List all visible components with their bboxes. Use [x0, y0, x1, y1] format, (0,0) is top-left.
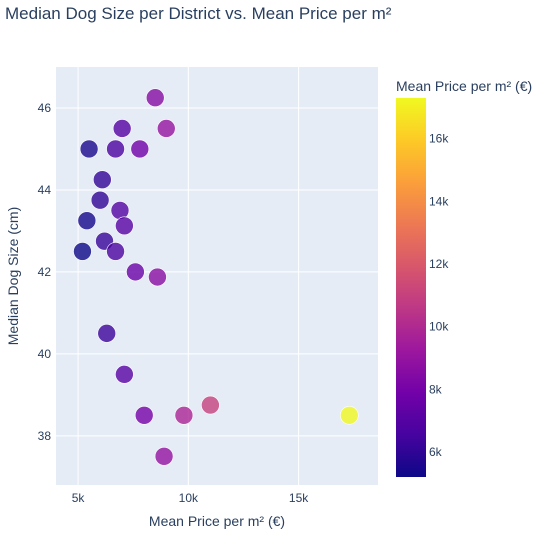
y-axis-ticks: 38 40 42 44 46 [38, 101, 52, 443]
colorbar-title: Mean Price per m² (€) [396, 78, 532, 94]
y-axis-title: Median Dog Size (cm) [5, 207, 21, 346]
colorbar-tick-label: 12k [429, 257, 449, 271]
data-point [130, 139, 150, 159]
chart-title: Median Dog Size per District vs. Mean Pr… [5, 4, 392, 23]
data-point [115, 365, 134, 384]
data-point [93, 170, 112, 189]
colorbar-tick-label: 16k [429, 132, 449, 146]
gridlines [56, 67, 378, 485]
colorbar-tick-label: 8k [429, 382, 443, 396]
data-point [148, 267, 167, 287]
colorbar-tick-label: 10k [429, 320, 449, 334]
data-point [73, 242, 92, 261]
data-point [77, 211, 97, 230]
y-tick-label: 40 [38, 347, 52, 361]
x-tick-label: 10k [179, 491, 199, 505]
data-points [73, 88, 359, 466]
data-point [156, 119, 176, 138]
plot-area [56, 67, 378, 485]
colorbar [396, 98, 426, 477]
y-tick-label: 42 [38, 265, 52, 279]
y-tick-label: 44 [38, 183, 52, 197]
data-point [112, 119, 132, 138]
data-point [106, 242, 125, 261]
y-tick-label: 38 [38, 429, 52, 443]
data-point [201, 395, 220, 415]
colorbar-tick-label: 14k [429, 194, 449, 208]
data-point [126, 262, 145, 282]
colorbar-ticks: 6k 8k 10k 12k 14k 16k [429, 132, 449, 459]
x-axis-title: Mean Price per m² (€) [149, 513, 285, 529]
x-axis-ticks: 5k 10k 15k [72, 491, 310, 505]
data-point [174, 406, 194, 425]
colorbar-tick-label: 6k [429, 445, 443, 459]
x-tick-label: 15k [289, 491, 309, 505]
data-point [90, 190, 110, 210]
data-point [97, 324, 117, 343]
data-point [340, 406, 359, 425]
data-point [154, 447, 174, 466]
data-point [115, 216, 134, 236]
data-point [79, 139, 99, 159]
y-tick-label: 46 [38, 101, 52, 115]
data-point [106, 139, 125, 159]
data-point [134, 406, 154, 425]
data-point [145, 88, 165, 108]
x-tick-label: 5k [72, 491, 86, 505]
